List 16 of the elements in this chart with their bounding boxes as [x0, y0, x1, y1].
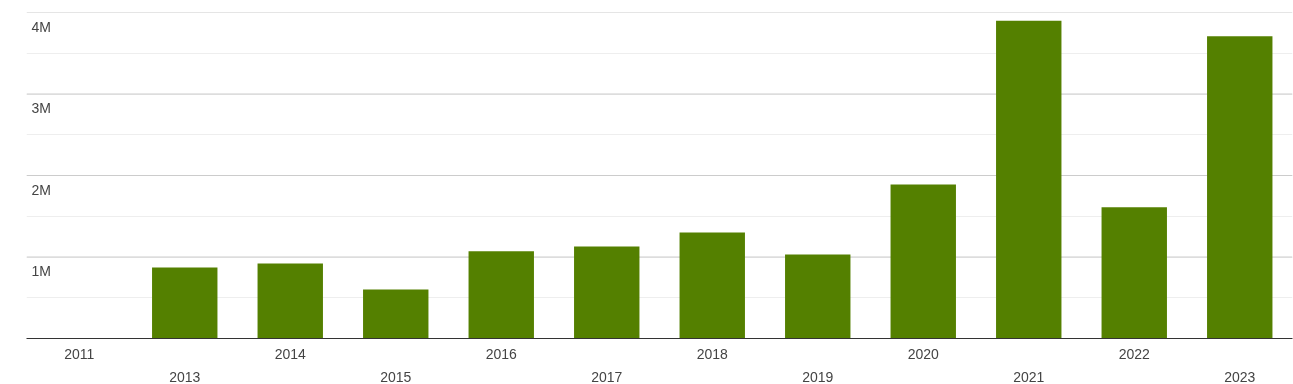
- x-tick-label: 2021: [1013, 368, 1045, 384]
- x-tick-label: 2018: [696, 345, 729, 362]
- y-tick-label: 1M: [31, 263, 51, 279]
- y-tick-label: 3M: [31, 100, 51, 116]
- x-tick-label: 2020: [907, 345, 940, 362]
- x-tick-label: 2013: [169, 368, 201, 384]
- x-tick-label: 2022: [1118, 345, 1151, 362]
- x-tick-label: 2019: [802, 368, 834, 384]
- y-tick-label: 2M: [31, 181, 51, 198]
- y-tick-label: 4M: [31, 18, 51, 35]
- x-tick-label: 2014: [274, 345, 307, 362]
- x-tick-label: 2015: [380, 368, 412, 384]
- x-tick-label: 2011: [64, 345, 95, 362]
- x-tick-label: 2023: [1224, 368, 1256, 384]
- x-tick-label: 2017: [591, 368, 623, 384]
- x-tick-label: 2016: [485, 345, 518, 362]
